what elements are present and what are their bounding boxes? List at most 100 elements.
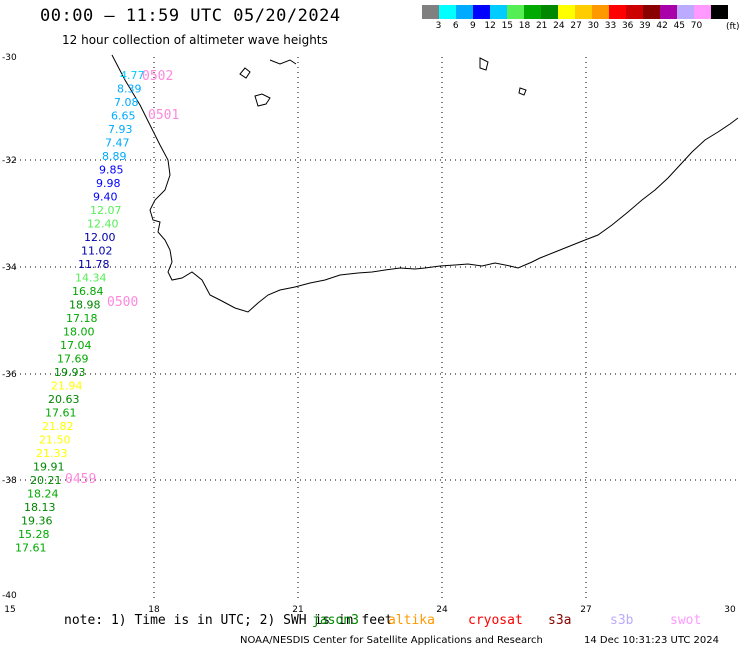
legend-label: 18 [518, 21, 531, 31]
legend-label: 3 [435, 21, 442, 31]
wave-height-label: 18.98 [69, 299, 101, 312]
map-subtitle: 12 hour collection of altimeter wave hei… [62, 33, 328, 47]
lat-tick-label: -32 [2, 156, 17, 166]
legend-swatch [439, 5, 456, 19]
legend-label: 30 [587, 21, 600, 31]
color-scale-unit: (ft) [726, 22, 740, 32]
wave-height-label: 6.65 [111, 110, 136, 123]
wave-height-label: 16.84 [72, 285, 104, 298]
wave-height-label: 19.93 [54, 366, 86, 379]
satellite-legend-item: swot [670, 613, 702, 628]
legend-label: 24 [553, 21, 565, 31]
track-time-label: 0459 [65, 472, 96, 487]
inland-lake [254, 93, 271, 107]
wave-height-label: 9.40 [93, 191, 118, 204]
legend-swatch [694, 5, 711, 19]
inland-outline [269, 59, 297, 65]
legend-swatch [558, 5, 575, 19]
wave-height-label: 8.39 [117, 83, 142, 96]
wave-height-label: 20.21 [30, 474, 62, 487]
legend-label: 36 [621, 21, 634, 31]
legend-label: 21 [535, 21, 548, 31]
wave-height-label: 19.91 [33, 461, 65, 474]
legend-swatch [524, 5, 541, 19]
map-title: 00:00 – 11:59 UTC 05/20/2024 [40, 6, 341, 26]
legend-label: 42 [656, 21, 668, 31]
legend-label: 12 [484, 21, 496, 31]
wave-height-label: 9.98 [96, 177, 121, 190]
legend-swatch [575, 5, 592, 19]
track-time-label: 0500 [107, 295, 138, 310]
lat-tick-label: -36 [2, 370, 17, 380]
wave-height-label: 8.89 [102, 150, 127, 163]
track-time-label: 0502 [142, 69, 173, 84]
wave-height-label: 12.00 [84, 231, 116, 244]
satellite-legend-item: s3a [548, 613, 572, 628]
legend-label: 33 [604, 21, 617, 31]
legend-swatch [711, 5, 728, 19]
wave-height-labels: 4.778.397.086.657.937.478.899.859.989.40… [15, 69, 145, 555]
wave-height-label: 7.47 [105, 137, 130, 150]
legend-swatch [473, 5, 490, 19]
lesotho-border [239, 67, 251, 79]
wave-height-label: 20.63 [48, 393, 80, 406]
wave-height-label: 21.50 [39, 434, 71, 447]
wave-height-label: 11.78 [78, 258, 110, 271]
lat-tick-label: -40 [2, 591, 17, 601]
legend-label: 9 [470, 21, 476, 31]
legend-swatch [422, 5, 439, 19]
credit-text: NOAA/NESDIS Center for Satellite Applica… [240, 635, 543, 646]
legend-swatch [609, 5, 626, 19]
legend-swatch [541, 5, 558, 19]
wave-height-label: 14.34 [75, 272, 107, 285]
lon-tick-label: 27 [580, 605, 591, 615]
satellite-legend-item: jason3 [312, 613, 359, 628]
lat-tick-label: -34 [2, 263, 17, 273]
wave-height-label: 7.93 [108, 123, 133, 136]
wave-height-label: 17.69 [57, 353, 89, 366]
legend-label: 27 [570, 21, 582, 31]
color-scale-legend [422, 5, 728, 19]
legend-swatch [626, 5, 643, 19]
inland-lake [479, 57, 489, 71]
south-africa-coastline [111, 54, 739, 313]
legend-swatch [490, 5, 507, 19]
wave-height-label: 17.61 [45, 407, 77, 420]
wave-height-label: 7.08 [114, 96, 139, 109]
wave-height-label: 18.24 [27, 488, 59, 501]
wave-height-label: 21.94 [51, 380, 83, 393]
coastline [111, 54, 739, 313]
lon-tick-label: 30 [724, 605, 736, 615]
track-time-labels: 0502 0501 0500 0459 [65, 69, 179, 487]
graticule: 15 18 21 24 27 30 -30 -32 -34 -36 -38 -40 [2, 53, 740, 615]
legend-swatch [660, 5, 677, 19]
wave-height-label: 11.02 [81, 245, 113, 258]
wave-height-label: 17.61 [15, 542, 47, 555]
lat-tick-label: -38 [2, 476, 17, 486]
wave-height-label: 19.36 [21, 515, 53, 528]
wave-height-label: 17.04 [60, 339, 92, 352]
legend-label: 39 [639, 21, 651, 31]
satellite-legend-item: altika [388, 613, 435, 628]
color-scale-labels: 3 6 9 12 15 18 21 24 27 30 33 36 39 42 45 70 [422, 21, 740, 33]
legend-label: 6 [452, 21, 459, 31]
wave-height-label: 17.18 [66, 312, 98, 325]
legend-label: 15 [501, 21, 514, 31]
timestamp-text: 14 Dec 10:31:23 UTC 2024 [584, 635, 719, 646]
wave-height-label: 9.85 [99, 164, 124, 177]
wave-height-label: 4.77 [120, 69, 145, 82]
track-time-label: 0501 [148, 108, 179, 123]
satellite-legend-item: cryosat [468, 613, 523, 628]
legend-label: 70 [690, 21, 703, 31]
footer-note: note: 1) Time is in UTC; 2) SWH is in fe… [64, 613, 393, 628]
lon-tick-label: 21 [292, 605, 303, 615]
wave-height-label: 12.40 [87, 218, 119, 231]
wave-height-label: 12.07 [90, 204, 122, 217]
lon-tick-label: 15 [4, 605, 15, 615]
wave-height-label: 21.33 [36, 447, 68, 460]
wave-height-label: 18.13 [24, 501, 56, 514]
legend-swatch [456, 5, 473, 19]
legend-swatch [677, 5, 694, 19]
wave-height-label: 18.00 [63, 326, 95, 339]
